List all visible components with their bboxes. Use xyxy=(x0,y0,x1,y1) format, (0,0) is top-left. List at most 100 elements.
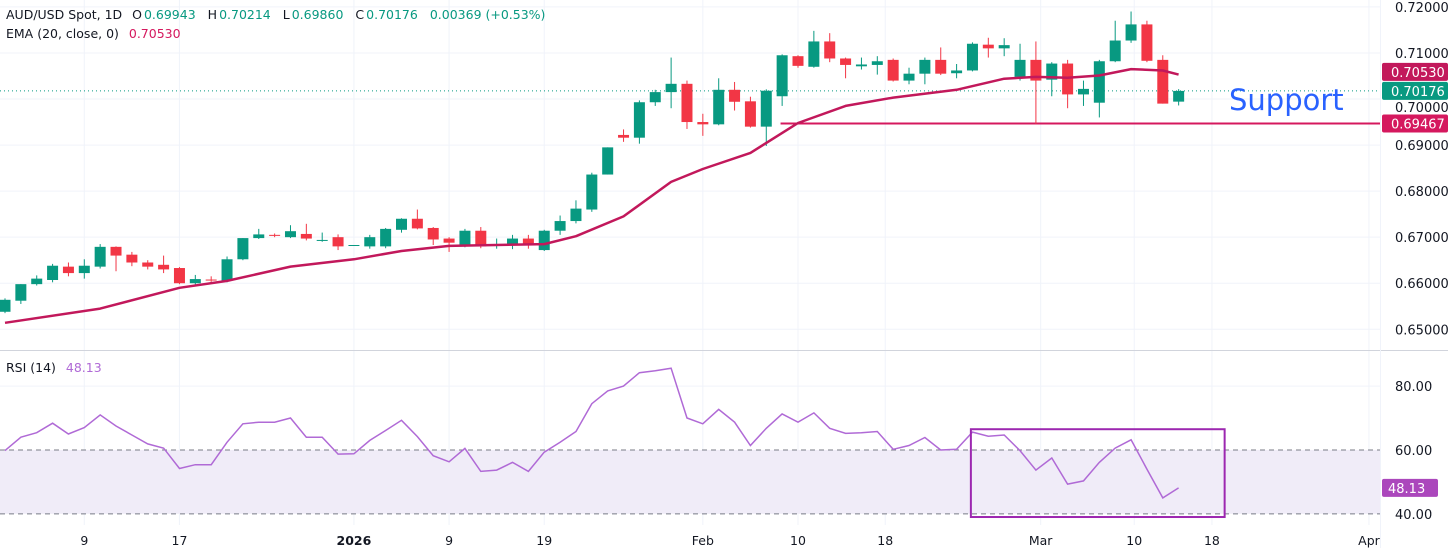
candle-up xyxy=(237,238,249,260)
high-label: H xyxy=(207,7,218,22)
low-value: 0.69860 xyxy=(291,7,344,22)
candle-up xyxy=(78,265,90,274)
candle-up xyxy=(998,45,1010,49)
candle-down xyxy=(158,264,170,270)
candle-up xyxy=(316,239,328,241)
ema-legend[interactable]: EMA (20, close, 0) 0.70530 xyxy=(6,26,183,41)
candle-up xyxy=(348,245,360,246)
candle-up xyxy=(538,230,550,251)
candle-down xyxy=(475,230,487,247)
rsi-tick-label: 80.00 xyxy=(1395,380,1432,395)
candle-up xyxy=(189,279,201,284)
candle-down xyxy=(110,246,122,256)
rsi-legend[interactable]: RSI (14) 48.13 xyxy=(6,360,104,375)
x-tick-label: Apr xyxy=(1358,533,1380,548)
rsi-highlight-box xyxy=(969,428,1226,519)
x-tick-label: 17 xyxy=(172,533,188,548)
x-tick-label: 9 xyxy=(80,533,88,548)
rsi-label: RSI (14) xyxy=(6,360,56,375)
rsi-tag-bg xyxy=(1382,478,1438,497)
x-tick-label: 18 xyxy=(1204,533,1220,548)
candle-up xyxy=(0,299,11,312)
ohlc-legend: AUD/USD Spot, 1D O 0.69943 H 0.70214 L 0.69… xyxy=(6,7,553,22)
x-tick-label: 18 xyxy=(877,533,893,548)
x-tick-label: Feb xyxy=(692,533,714,548)
candle-up xyxy=(903,73,915,81)
y-tick-label: 0.71000 xyxy=(1395,47,1448,62)
y-tick-label: 0.67000 xyxy=(1395,231,1448,246)
ema-price-tag: 0.70530 xyxy=(1391,66,1445,81)
candle-up xyxy=(253,234,265,239)
candle-up xyxy=(871,61,883,65)
y-tick-label: 0.70000 xyxy=(1395,101,1448,116)
rsi-line xyxy=(4,367,1180,499)
close-value: 0.70176 xyxy=(366,7,418,22)
candle-down xyxy=(681,83,693,123)
candle-up xyxy=(855,64,867,67)
candle-up xyxy=(713,89,725,125)
low-label: L xyxy=(282,7,290,22)
candle-up xyxy=(1046,63,1058,80)
candle-down xyxy=(126,254,138,263)
candle-up xyxy=(1125,24,1137,41)
candle-up xyxy=(507,238,519,245)
open-value: 0.69943 xyxy=(143,7,196,22)
candle-up xyxy=(1014,59,1026,77)
last-price-tag-bg xyxy=(1382,81,1448,100)
candle-down xyxy=(522,238,534,245)
support-annotation[interactable]: Support xyxy=(1229,83,1344,117)
open-label: O xyxy=(132,7,142,22)
symbol-label: AUD/USD Spot, 1D xyxy=(6,7,123,22)
x-tick-label: Mar xyxy=(1029,533,1053,548)
candle-up xyxy=(919,59,931,74)
x-tick-label: 19 xyxy=(536,533,552,548)
candle-down xyxy=(173,268,185,284)
rsi-value-tag: 48.13 xyxy=(1388,482,1425,497)
candle-down xyxy=(792,56,804,66)
candle-down xyxy=(300,233,312,239)
candle-up xyxy=(396,218,407,230)
candle-up xyxy=(284,231,296,238)
candle-down xyxy=(1030,59,1042,81)
rsi-band xyxy=(0,449,1380,514)
candle-up xyxy=(602,147,614,175)
candle-down xyxy=(269,234,281,236)
ema-price-tag-bg xyxy=(1382,62,1448,81)
candle-up xyxy=(459,230,471,247)
candle-down xyxy=(729,89,741,102)
x-tick-label: 2026 xyxy=(337,533,372,548)
ema-line xyxy=(4,67,1179,325)
x-tick-label: 10 xyxy=(1126,533,1142,548)
high-value: 0.70214 xyxy=(219,7,271,22)
y-tick-label: 0.68000 xyxy=(1395,185,1448,200)
rsi-tick-label: 60.00 xyxy=(1395,444,1432,459)
rsi-value: 48.13 xyxy=(65,360,102,375)
candle-down xyxy=(62,266,74,274)
candle-up xyxy=(570,208,582,222)
candle-up xyxy=(31,278,43,285)
candle-down xyxy=(982,44,994,49)
candle-down xyxy=(332,237,344,247)
candle-up xyxy=(15,284,27,301)
x-tick-label: 10 xyxy=(790,533,806,548)
y-tick-label: 0.69000 xyxy=(1395,139,1448,154)
candle-down xyxy=(427,227,439,240)
ema-label: EMA (20, close, 0) xyxy=(6,26,119,41)
ema-value: 0.70530 xyxy=(128,26,181,41)
candle-down xyxy=(840,58,852,65)
candle-up xyxy=(966,43,978,71)
candle-up xyxy=(633,102,645,138)
candle-up xyxy=(776,55,788,97)
candle-down xyxy=(205,279,217,281)
candle-down xyxy=(1157,59,1169,104)
candle-up xyxy=(808,41,820,67)
support-price-tag-bg xyxy=(1382,114,1448,133)
last-price-tag: 0.70176 xyxy=(1391,85,1445,100)
x-tick-label: 9 xyxy=(445,533,453,548)
candle-down xyxy=(443,238,455,243)
candle-down xyxy=(618,134,630,138)
rsi-tick-label: 40.00 xyxy=(1395,508,1432,523)
candle-up xyxy=(47,265,59,280)
candle-up xyxy=(380,228,392,247)
